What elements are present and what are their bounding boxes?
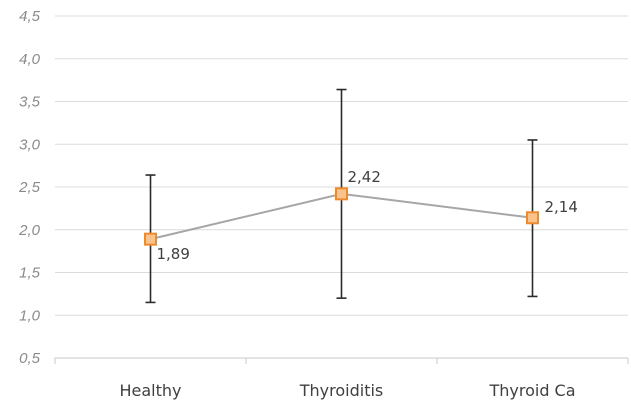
data-point-marker xyxy=(144,232,157,246)
y-tick-label: 2,5 xyxy=(18,179,41,196)
y-tick-label: 3,0 xyxy=(19,136,41,153)
data-point-marker xyxy=(335,187,348,201)
y-tick-label: 4,0 xyxy=(19,51,41,68)
y-axis-tick-labels: 0,5 1,0 1,5 2,0 2,5 3,0 3,5 4,0 4,5 xyxy=(18,8,41,367)
data-point-marker xyxy=(526,211,539,225)
y-tick-label: 4,5 xyxy=(19,8,41,25)
data-labels: 1,89 2,42 2,14 xyxy=(157,168,578,263)
x-tick-label: Healthy xyxy=(119,381,181,400)
data-label: 1,89 xyxy=(157,245,190,263)
y-tick-label: 1,5 xyxy=(19,265,41,282)
x-axis: Healthy Thyroiditis Thyroid Ca xyxy=(54,357,629,400)
y-tick-label: 0,5 xyxy=(19,350,41,367)
data-label: 2,42 xyxy=(348,168,381,186)
x-tick-label: Thyroid Ca xyxy=(488,381,575,400)
x-tick-label: Thyroiditis xyxy=(299,381,384,400)
data-label: 2,14 xyxy=(545,198,578,216)
y-tick-label: 1,0 xyxy=(19,307,41,324)
y-tick-label: 2,0 xyxy=(18,222,41,239)
y-tick-label: 3,5 xyxy=(19,94,41,111)
data-markers xyxy=(144,187,539,246)
